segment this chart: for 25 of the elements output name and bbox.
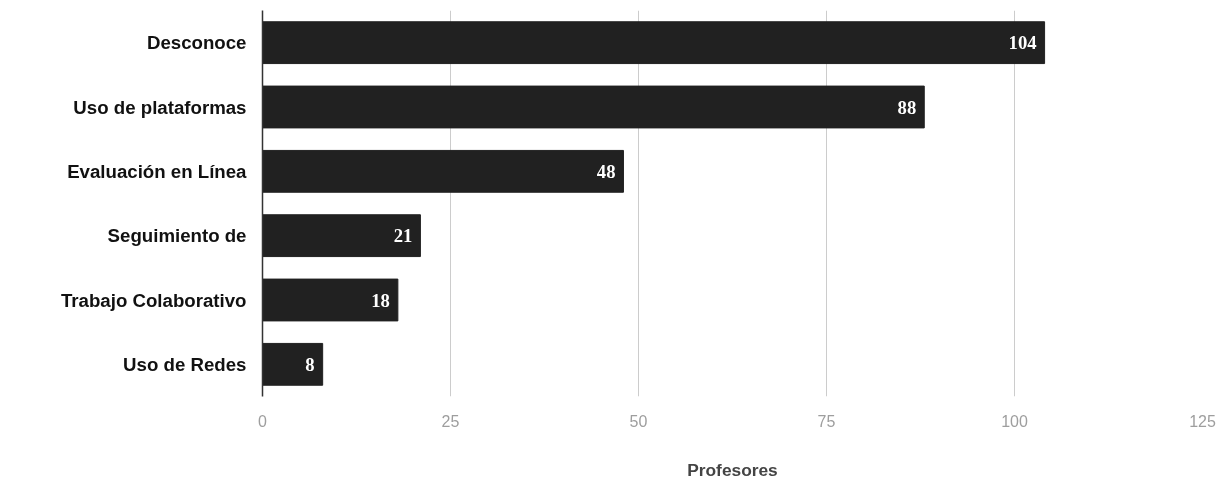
x-axis-title: Profesores xyxy=(687,459,778,480)
bar xyxy=(262,85,925,129)
data-label: 18 xyxy=(371,289,390,311)
x-tick-label: 100 xyxy=(1001,412,1028,430)
y-tick-label: Evaluación en Línea xyxy=(67,160,248,182)
data-label: 48 xyxy=(596,160,616,182)
data-label: 21 xyxy=(393,225,413,247)
data-label: 104 xyxy=(1008,32,1037,54)
y-tick-label: Desconoce xyxy=(146,32,247,54)
x-tick-label: 25 xyxy=(441,412,460,430)
bar xyxy=(262,149,624,193)
bar xyxy=(262,278,399,322)
data-label: 88 xyxy=(897,96,917,118)
x-tick-label: 125 xyxy=(1189,412,1216,430)
y-tick-label: Trabajo Colaborativo xyxy=(60,289,247,311)
y-tick-label: Uso de Redes xyxy=(123,353,247,375)
y-tick-label: Uso de plataformas xyxy=(73,96,247,118)
x-tick-label: 75 xyxy=(817,412,836,430)
data-label: 8 xyxy=(305,353,315,375)
y-tick-label: Seguimiento de xyxy=(107,225,247,247)
x-tick-label: 0 xyxy=(258,412,268,430)
bar xyxy=(262,214,421,258)
x-tick-label: 50 xyxy=(629,412,648,430)
bar xyxy=(262,342,324,386)
bar xyxy=(262,21,1046,65)
